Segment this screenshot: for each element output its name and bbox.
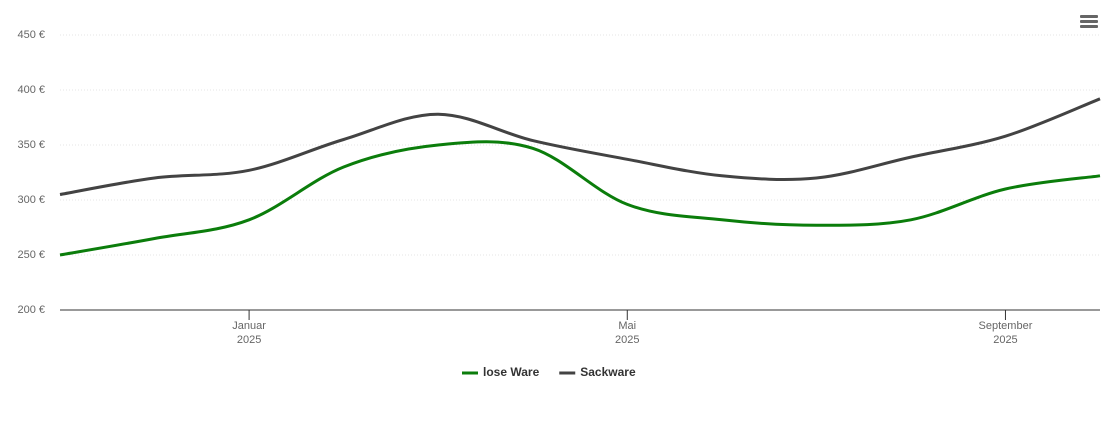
legend-item: lose Ware [462, 365, 540, 379]
legend-label: lose Ware [483, 365, 540, 379]
legend-label: Sackware [580, 365, 636, 379]
y-tick-label: 200 € [17, 304, 45, 316]
legend-item: Sackware [559, 365, 636, 379]
menu-bar [1080, 20, 1098, 23]
y-tick-label: 350 € [17, 139, 45, 151]
x-tick-label: September 2025 [979, 320, 1033, 346]
menu-bar [1080, 25, 1098, 28]
x-tick-label: Mai 2025 [615, 320, 639, 346]
y-tick-label: 450 € [17, 29, 45, 41]
series-line [59, 140, 1101, 257]
legend: lose Ware Sackware [462, 365, 636, 379]
y-tick-label: 300 € [17, 194, 45, 206]
series-line [59, 97, 1101, 196]
y-tick-label: 400 € [17, 84, 45, 96]
y-tick-label: 250 € [17, 249, 45, 261]
menu-button[interactable] [1080, 15, 1098, 28]
x-tick-label: Januar 2025 [232, 320, 266, 346]
menu-bar [1080, 15, 1098, 18]
